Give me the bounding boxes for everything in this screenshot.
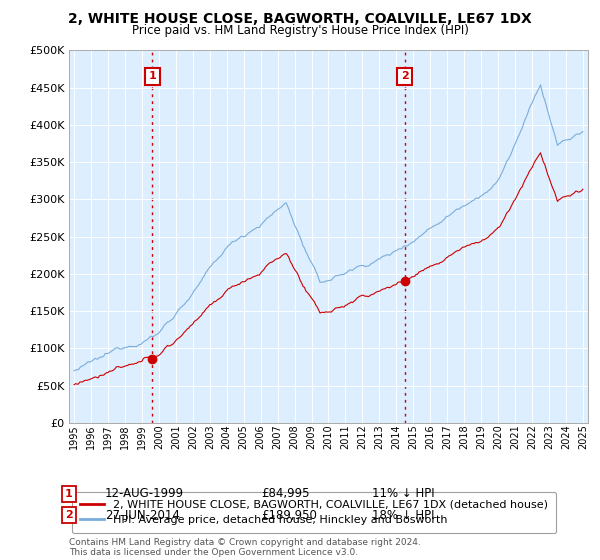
Text: 1: 1 (65, 489, 73, 499)
Text: Contains HM Land Registry data © Crown copyright and database right 2024.
This d: Contains HM Land Registry data © Crown c… (69, 538, 421, 557)
Legend: 2, WHITE HOUSE CLOSE, BAGWORTH, COALVILLE, LE67 1DX (detached house), HPI: Avera: 2, WHITE HOUSE CLOSE, BAGWORTH, COALVILL… (72, 492, 556, 533)
Text: Price paid vs. HM Land Registry's House Price Index (HPI): Price paid vs. HM Land Registry's House … (131, 24, 469, 36)
Text: 2: 2 (65, 510, 73, 520)
Text: 2: 2 (401, 72, 409, 81)
Text: 2, WHITE HOUSE CLOSE, BAGWORTH, COALVILLE, LE67 1DX: 2, WHITE HOUSE CLOSE, BAGWORTH, COALVILL… (68, 12, 532, 26)
Text: 1: 1 (149, 72, 156, 81)
Text: 18% ↓ HPI: 18% ↓ HPI (372, 508, 434, 522)
Text: 11% ↓ HPI: 11% ↓ HPI (372, 487, 434, 501)
Text: 12-AUG-1999: 12-AUG-1999 (105, 487, 184, 501)
Text: £84,995: £84,995 (261, 487, 310, 501)
Text: £189,950: £189,950 (261, 508, 317, 522)
Text: 27-JUN-2014: 27-JUN-2014 (105, 508, 180, 522)
